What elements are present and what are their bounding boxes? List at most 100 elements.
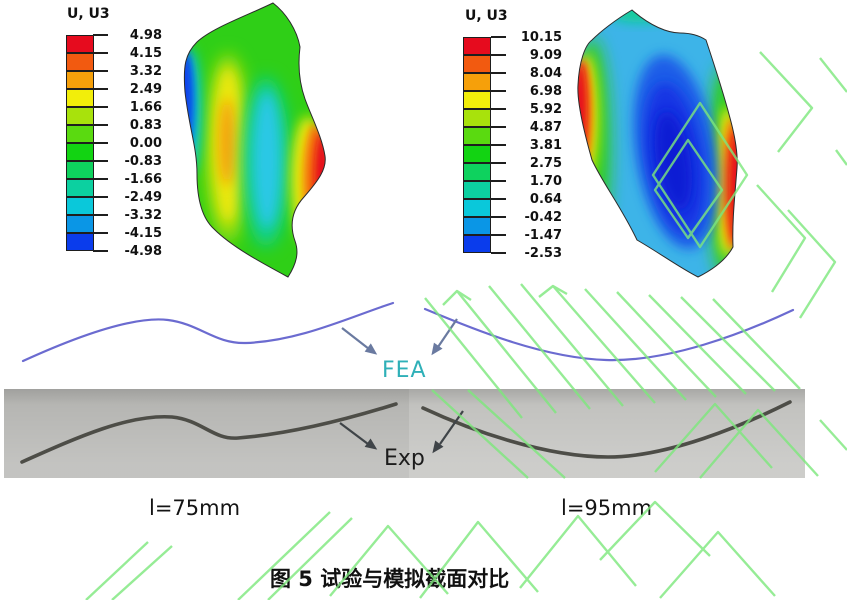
legend-swatch (463, 91, 491, 109)
legend-swatch (463, 235, 491, 253)
tick-mark (491, 72, 506, 74)
tick-mark (93, 106, 108, 108)
legend-swatch (66, 233, 94, 251)
legend-value: 10.15 (520, 29, 562, 45)
legend-tick-row: 0.83 (93, 116, 162, 134)
legend-swatch (66, 215, 94, 233)
legend-swatch (463, 127, 491, 145)
fea-profile-curves (21, 301, 795, 363)
legend-tick-row: 4.87 (491, 118, 562, 136)
exp-label: Exp (384, 446, 425, 471)
legend-tick-row: 9.09 (491, 46, 562, 64)
legend-swatch (66, 53, 94, 71)
legend-value: 4.87 (529, 119, 562, 135)
tick-mark (93, 34, 108, 36)
legend-tick-row: -4.98 (93, 242, 162, 260)
exp-arrowhead-left (364, 438, 378, 450)
legend-value: 3.32 (129, 63, 162, 79)
tick-mark (491, 234, 506, 236)
legend-tick-row: 6.98 (491, 82, 562, 100)
contour-legend-right: U, U3 10.15 9.09 8.04 6.98 5.92 4.87 3.8… (462, 6, 564, 261)
tick-mark (93, 232, 108, 234)
tick-mark (491, 108, 506, 110)
legend-swatch (66, 107, 94, 125)
legend-tick-row: 0.64 (491, 190, 562, 208)
tick-mark (93, 70, 108, 72)
legend-tick-row: 10.15 (491, 28, 562, 46)
tick-mark (491, 54, 506, 56)
legend-title-left: U, U3 (67, 6, 110, 22)
legend-value: 6.98 (529, 83, 562, 99)
exp-arrow-left (339, 422, 369, 445)
legend-swatch (66, 197, 94, 215)
legend-value: 0.83 (129, 117, 162, 133)
legend-swatch (66, 161, 94, 179)
legend-swatch (463, 181, 491, 199)
legend-tick-row: 5.92 (491, 100, 562, 118)
legend-value: 4.15 (129, 45, 162, 61)
legend-swatch (66, 71, 94, 89)
contour-plot-right (577, 9, 738, 278)
legend-value: 8.04 (529, 65, 562, 81)
legend-value: -3.32 (124, 207, 162, 223)
fea-arrowhead-left (364, 343, 378, 355)
legend-tick-row: -0.42 (491, 208, 562, 226)
legend-swatch (66, 89, 94, 107)
tick-mark (491, 162, 506, 164)
fea-label: FEA (382, 358, 427, 383)
legend-value: 4.98 (129, 27, 162, 43)
fea-curve-left (21, 301, 395, 363)
fea-arrow-left (341, 327, 370, 350)
tick-mark (491, 180, 506, 182)
tick-mark (491, 252, 506, 254)
tick-mark (93, 160, 108, 162)
legend-tick-row: -4.15 (93, 224, 162, 242)
tick-mark (93, 52, 108, 54)
legend-tick-row: -3.32 (93, 206, 162, 224)
fea-arrow-right (437, 318, 458, 348)
legend-swatch (463, 163, 491, 181)
legend-value: 5.92 (529, 101, 562, 117)
tick-mark (491, 216, 506, 218)
legend-value: -1.66 (124, 171, 162, 187)
legend-tick-row: -1.66 (93, 170, 162, 188)
fea-curve-right (423, 307, 795, 362)
legend-swatch (463, 55, 491, 73)
legend-tick-row: 3.32 (93, 62, 162, 80)
legend-swatch (463, 199, 491, 217)
legend-tick-row: 0.00 (93, 134, 162, 152)
legend-swatch (463, 37, 491, 55)
legend-swatch (66, 143, 94, 161)
legend-value: 1.66 (129, 99, 162, 115)
legend-tick-row: -0.83 (93, 152, 162, 170)
tick-mark (93, 142, 108, 144)
tick-mark (491, 36, 506, 38)
fea-arrows (341, 318, 458, 356)
legend-tick-row: -2.53 (491, 244, 562, 262)
legend-value: 2.75 (529, 155, 562, 171)
legend-tick-row: 4.15 (93, 44, 162, 62)
legend-tick-row: 3.81 (491, 136, 562, 154)
legend-value: 1.70 (529, 173, 562, 189)
tick-mark (491, 90, 506, 92)
legend-value: 0.00 (129, 135, 162, 151)
legend-tick-row: 4.98 (93, 26, 162, 44)
tick-mark (491, 126, 506, 128)
legend-value: -4.15 (124, 225, 162, 241)
tick-mark (93, 178, 108, 180)
legend-value: -2.49 (124, 189, 162, 205)
legend-value: -0.42 (524, 209, 562, 225)
tick-mark (93, 214, 108, 216)
legend-tick-row: -2.49 (93, 188, 162, 206)
legend-value: 3.81 (529, 137, 562, 153)
contour-legend-left: U, U3 4.98 4.15 3.32 2.49 1.66 0.83 0.00… (66, 6, 166, 260)
figure-caption: 图 5 试验与模拟截面对比 (270, 567, 510, 591)
legend-swatch (66, 125, 94, 143)
legend-tick-row: 8.04 (491, 64, 562, 82)
tick-mark (93, 88, 108, 90)
tick-mark (93, 196, 108, 198)
tick-mark (93, 124, 108, 126)
legend-swatch (66, 35, 94, 53)
legend-value: -2.53 (524, 245, 562, 261)
tick-mark (93, 250, 108, 252)
